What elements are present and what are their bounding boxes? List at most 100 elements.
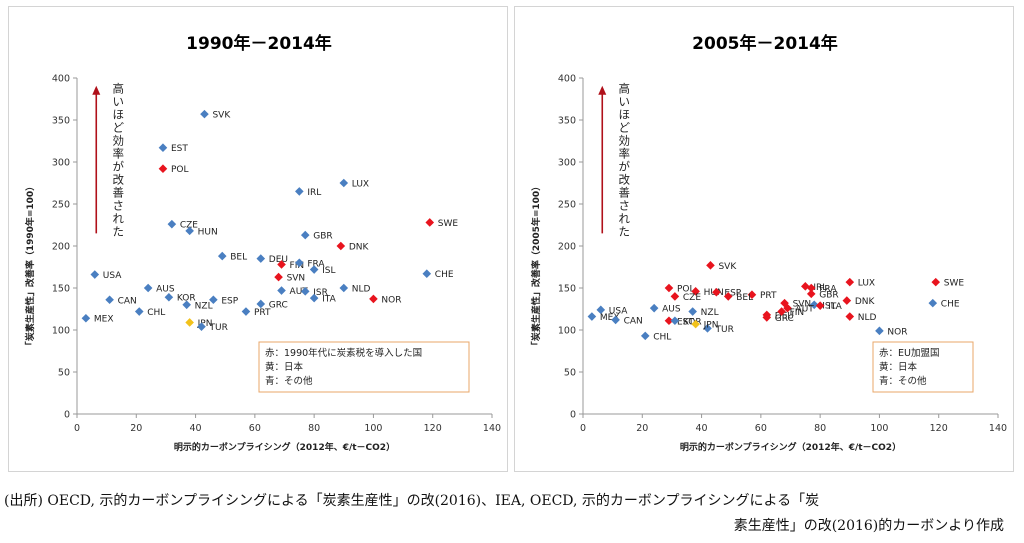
data-point-cze	[167, 219, 177, 229]
data-point-pol	[664, 283, 674, 293]
y-tick-label: 150	[52, 284, 70, 295]
data-point-jpn	[691, 319, 700, 329]
data-point-swe	[931, 277, 941, 287]
improvement-arrow-text: 高いほど効率が改善された	[619, 81, 631, 238]
scatter-chart-2005-2014: 2005年－2014年 0 50 100 150 200 250 300 350 400 0 20 40…	[530, 33, 1007, 453]
data-label-usa: USA	[103, 271, 122, 281]
data-label-est: EST	[677, 317, 694, 327]
data-label-tur: TUR	[715, 325, 734, 335]
improvement-arrow-char: い	[619, 94, 631, 108]
improvement-arrow-char: が	[619, 159, 631, 173]
data-label-prt: PRT	[254, 308, 271, 318]
data-point-prt	[241, 307, 251, 316]
data-label-chl: CHL	[653, 332, 671, 342]
data-label-est: EST	[171, 144, 188, 154]
data-label-bel: BEL	[736, 293, 753, 303]
data-point-esp	[712, 287, 721, 297]
data-point-grc	[762, 313, 772, 322]
y-tick-label: 50	[58, 368, 70, 379]
data-label-pol: POL	[171, 165, 189, 175]
x-axis-label: 明示的カーボンプライシング（2012年、€/t－CO2）	[680, 441, 901, 453]
data-point-nor	[369, 294, 378, 304]
data-label-swe: SWE	[438, 219, 459, 229]
improvement-arrow-char: れ	[619, 211, 631, 225]
data-label-lux: LUX	[858, 279, 875, 289]
data-label-aut: AUT	[796, 305, 815, 315]
data-point-esp	[209, 295, 218, 305]
data-point-usa	[596, 305, 606, 315]
y-tick-label: 400	[52, 74, 70, 85]
data-point-fin	[777, 307, 786, 316]
chart-panel-1990-2014: 1990年－2014年 0 50 100 150 200 250 300 350 400 0 20 40…	[8, 6, 508, 472]
data-label-gbr: GBR	[313, 232, 332, 242]
x-tick-label: 20	[636, 423, 648, 434]
x-tick-label: 40	[696, 423, 708, 434]
source-note-line-2: 素生産性」の改(2016)的カーボンより作成	[733, 518, 1004, 534]
data-point-can	[611, 315, 620, 325]
data-point-che	[928, 298, 938, 308]
improvement-arrow-char: た	[113, 224, 125, 238]
x-tick-label: 100	[870, 423, 888, 434]
data-label-aus: AUS	[156, 285, 175, 295]
data-label-fin: FIN	[790, 308, 805, 318]
improvement-arrow-char: れ	[113, 211, 125, 225]
x-axis-label: 明示的カーボンプライシング（2012年、€/t－CO2）	[174, 441, 395, 453]
data-point-prt	[747, 290, 757, 300]
y-tick-label: 350	[558, 116, 576, 127]
data-point-swe	[425, 218, 435, 227]
x-tick-label: 60	[755, 423, 767, 434]
improvement-arrow-char: 改	[113, 172, 125, 186]
y-tick-label: 100	[52, 326, 70, 337]
improvement-arrow-char: ほ	[619, 107, 631, 121]
y-tick-label: 200	[52, 242, 70, 253]
x-tick-label: 0	[580, 423, 586, 434]
x-tick-label: 120	[424, 423, 442, 434]
improvement-arrow-char: 改	[619, 172, 631, 186]
legend-entry: 黄：日本	[265, 361, 304, 373]
x-tick-label: 100	[364, 423, 382, 434]
x-tick-label: 0	[74, 423, 80, 434]
data-point-pol	[158, 164, 168, 174]
data-label-svk: SVK	[212, 111, 231, 121]
data-point-fin	[277, 260, 286, 269]
improvement-arrow-char: 効	[619, 133, 631, 147]
data-label-ita: ITA	[828, 302, 842, 312]
data-label-esp: ESP	[724, 289, 741, 299]
data-point-aut	[277, 286, 286, 295]
y-tick-label: 250	[52, 200, 70, 211]
improvement-arrow-char: 高	[619, 81, 631, 95]
improvement-arrow-char: さ	[619, 198, 631, 212]
improvement-arrow-text: 高いほど効率が改善された	[113, 81, 125, 238]
data-point-deu	[256, 254, 266, 263]
data-point-gbr	[300, 230, 310, 240]
chart-panel-2005-2014: 2005年－2014年 0 50 100 150 200 250 300 350 400 0 20 40…	[514, 6, 1014, 472]
data-point-tur	[197, 322, 206, 331]
data-label-svn: SVN	[793, 300, 812, 310]
data-label-jpn: JPN	[703, 321, 719, 331]
improvement-arrow-char: さ	[113, 198, 125, 212]
data-label-chl: CHL	[147, 308, 165, 318]
data-label-fin: FIN	[290, 261, 305, 271]
improvement-arrow-char: 効	[113, 133, 125, 147]
legend-entry: 黄：日本	[879, 361, 918, 373]
data-point-lux	[845, 277, 855, 287]
data-label-nzl: NZL	[195, 301, 213, 311]
data-label-jpn: JPN	[197, 319, 213, 329]
data-label-can: CAN	[118, 296, 137, 306]
data-point-est	[158, 143, 168, 153]
data-label-kor: KOR	[177, 294, 196, 304]
data-label-pol: POL	[677, 285, 695, 295]
y-axis-label: 「炭素生産性」改善率（1990年=100）	[24, 182, 36, 350]
legend-entry: 赤：EU加盟国	[879, 348, 939, 359]
x-tick-label: 80	[308, 423, 320, 434]
data-label-usa: USA	[609, 306, 628, 316]
data-point-nzl	[182, 300, 191, 310]
x-tick-label: 140	[483, 423, 501, 434]
improvement-arrow-char: ほ	[113, 107, 125, 121]
data-label-tur: TUR	[209, 323, 228, 333]
data-label-isl: ISL	[322, 266, 335, 276]
y-tick-label: 300	[52, 158, 70, 169]
legend-entry: 赤：1990年代に炭素税を導入した国	[265, 347, 422, 359]
data-point-nzl	[688, 307, 697, 316]
data-label-cze: CZE	[180, 221, 198, 231]
